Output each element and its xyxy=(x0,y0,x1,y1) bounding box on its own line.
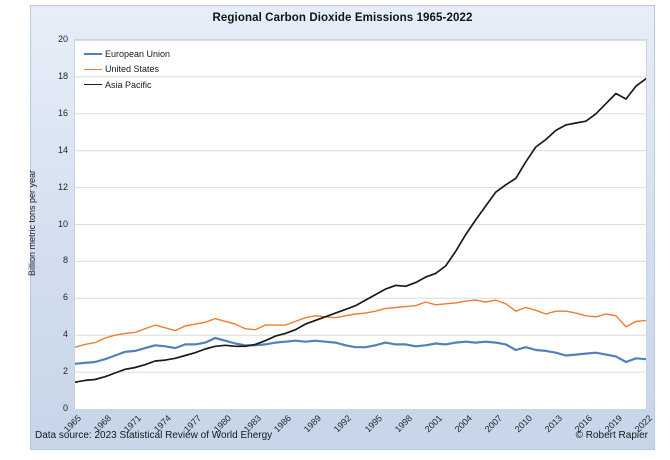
legend-label: United States xyxy=(105,64,160,75)
chart-legend: European Union United States Asia Pacific xyxy=(84,46,170,93)
y-tick-label-4: 4 xyxy=(62,329,68,340)
line-chart xyxy=(75,40,646,384)
y-tick-label-0: 0 xyxy=(62,403,68,413)
y-tick-label-12: 12 xyxy=(57,181,68,192)
y-tick-label-18: 18 xyxy=(57,70,68,81)
copyright-note: © Robert Rapier xyxy=(575,430,648,441)
legend-label: European Union xyxy=(105,48,171,59)
legend-item-european-union: European Union xyxy=(84,46,170,62)
y-tick-label-16: 16 xyxy=(57,107,68,118)
y-tick-label-14: 14 xyxy=(57,144,68,155)
y-tick-label-2: 2 xyxy=(62,366,68,377)
chart-title: Regional Carbon Dioxide Emissions 1965-2… xyxy=(212,12,473,24)
legend-item-asia-pacific: Asia Pacific xyxy=(84,77,170,93)
legend-line-swatch xyxy=(84,68,102,70)
y-tick-label-20: 20 xyxy=(57,34,68,44)
legend-label: Asia Pacific xyxy=(105,79,152,90)
data-source-note: Data source: 2023 Statistical Review of … xyxy=(35,430,273,441)
series-line-united-states xyxy=(75,299,646,348)
legend-line-swatch xyxy=(84,84,102,86)
y-tick-label-6: 6 xyxy=(62,292,68,303)
legend-line-swatch xyxy=(84,52,102,55)
plot-area xyxy=(74,39,647,410)
y-tick-label-10: 10 xyxy=(57,218,68,229)
series-line-asia-pacific xyxy=(75,77,646,384)
y-axis-title: Billion metric tons per year xyxy=(27,169,37,277)
y-tick-label-8: 8 xyxy=(62,255,68,266)
series-line-european-union xyxy=(75,336,646,365)
legend-item-united-states: United States xyxy=(84,62,170,78)
